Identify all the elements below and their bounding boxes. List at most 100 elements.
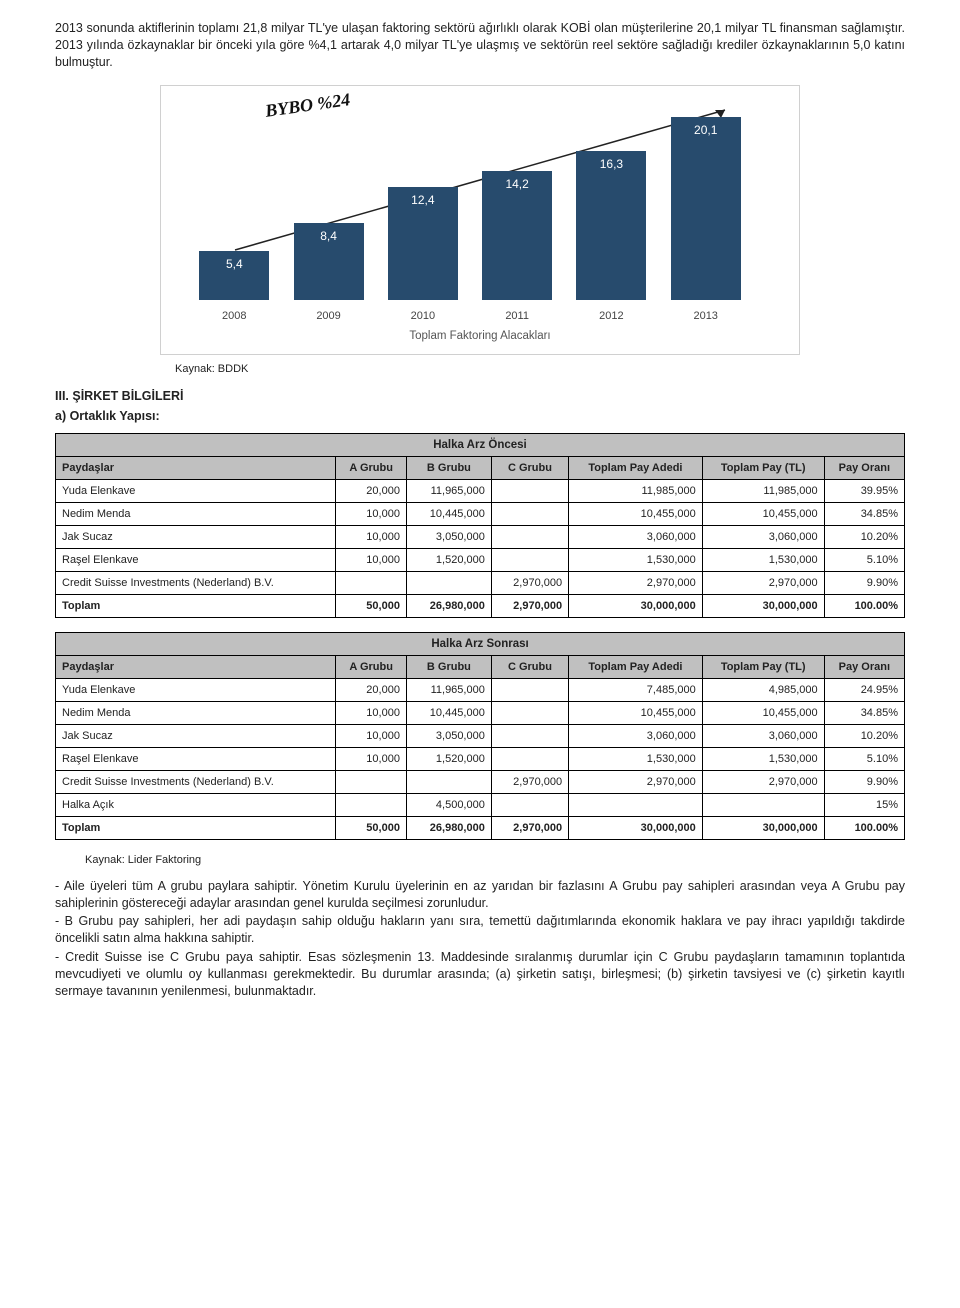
table-row: Raşel Elenkave10,0001,520,0001,530,0001,… xyxy=(56,548,905,571)
table-row: Credit Suisse Investments (Nederland) B.… xyxy=(56,770,905,793)
cell-b: 3,050,000 xyxy=(406,724,491,747)
cell-pct: 10.20% xyxy=(824,724,904,747)
cell-tl xyxy=(702,793,824,816)
cell-tl: 4,985,000 xyxy=(702,678,824,701)
cell-a xyxy=(336,793,407,816)
cell-c xyxy=(491,701,568,724)
bar-category-label: 2008 xyxy=(199,310,269,322)
cell-c xyxy=(491,724,568,747)
table-row: Halka Açık 4,500,000 15% xyxy=(56,793,905,816)
cell-c xyxy=(491,525,568,548)
cell-name: Raşel Elenkave xyxy=(56,548,336,571)
cell-pct: 5.10% xyxy=(824,747,904,770)
bar-value-label: 20,1 xyxy=(671,123,741,137)
table-row: Credit Suisse Investments (Nederland) B.… xyxy=(56,571,905,594)
cell-b: 1,520,000 xyxy=(406,548,491,571)
cell-name: Halka Açık xyxy=(56,793,336,816)
cell-adet xyxy=(569,793,703,816)
th-b-grubu: B Grubu xyxy=(406,655,491,678)
chart-caption: Toplam Faktoring Alacakları xyxy=(175,330,785,342)
cell-c: 2,970,000 xyxy=(491,770,568,793)
th-pay-orani: Pay Oranı xyxy=(824,655,904,678)
cell-c xyxy=(491,747,568,770)
cell-pct: 34.85% xyxy=(824,701,904,724)
cell-c xyxy=(491,793,568,816)
bar-value-label: 5,4 xyxy=(199,257,269,271)
cell-b: 10,445,000 xyxy=(406,502,491,525)
cell-adet: 1,530,000 xyxy=(569,747,703,770)
cell-tl: 3,060,000 xyxy=(702,724,824,747)
cell-adet: 7,485,000 xyxy=(569,678,703,701)
cell-adet: 3,060,000 xyxy=(569,724,703,747)
bar-value-label: 16,3 xyxy=(576,157,646,171)
cell-name: Credit Suisse Investments (Nederland) B.… xyxy=(56,770,336,793)
cell-pct: 9.90% xyxy=(824,770,904,793)
bar-value-label: 12,4 xyxy=(388,193,458,207)
bar-category-label: 2010 xyxy=(388,310,458,322)
cell-c xyxy=(491,479,568,502)
cell-b: 10,445,000 xyxy=(406,701,491,724)
table-row: Jak Sucaz10,0003,050,0003,060,0003,060,0… xyxy=(56,525,905,548)
bar-rect: 16,3 xyxy=(576,151,646,299)
th-b-grubu: B Grubu xyxy=(406,456,491,479)
cell-b: 4,500,000 xyxy=(406,793,491,816)
cell-name: Nedim Menda xyxy=(56,502,336,525)
cell-a: 10,000 xyxy=(336,747,407,770)
th-paydaslar: Paydaşlar xyxy=(56,456,336,479)
cell-name: Toplam xyxy=(56,816,336,839)
cell-tl: 30,000,000 xyxy=(702,816,824,839)
cell-a: 10,000 xyxy=(336,701,407,724)
cell-b xyxy=(406,571,491,594)
cell-pct: 15% xyxy=(824,793,904,816)
cell-name: Jak Sucaz xyxy=(56,525,336,548)
bar-rect: 20,1 xyxy=(671,117,741,300)
table-halka-arz-oncesi: Halka Arz Öncesi Paydaşlar A Grubu B Gru… xyxy=(55,433,905,618)
bar-category-label: 2011 xyxy=(482,310,552,322)
cell-tl: 2,970,000 xyxy=(702,571,824,594)
cell-b: 26,980,000 xyxy=(406,594,491,617)
cell-pct: 39.95% xyxy=(824,479,904,502)
bar-rect: 12,4 xyxy=(388,187,458,300)
cell-a: 10,000 xyxy=(336,502,407,525)
bar-category-label: 2012 xyxy=(576,310,646,322)
cell-tl: 3,060,000 xyxy=(702,525,824,548)
note-c-grubu: - Credit Suisse ise C Grubu paya sahipti… xyxy=(55,949,905,1000)
cell-a: 20,000 xyxy=(336,479,407,502)
cell-name: Yuda Elenkave xyxy=(56,479,336,502)
cell-a: 10,000 xyxy=(336,525,407,548)
bar-category-label: 2009 xyxy=(294,310,364,322)
cell-pct: 10.20% xyxy=(824,525,904,548)
cell-c xyxy=(491,502,568,525)
table-row: Yuda Elenkave20,00011,965,00011,985,0001… xyxy=(56,479,905,502)
th-c-grubu: C Grubu xyxy=(491,655,568,678)
chart-bars-container: 5,420088,4200912,4201014,2201116,3201220… xyxy=(175,100,785,300)
cell-pct: 34.85% xyxy=(824,502,904,525)
cell-adet: 30,000,000 xyxy=(569,594,703,617)
table-halka-arz-sonrasi: Halka Arz Sonrası Paydaşlar A Grubu B Gr… xyxy=(55,632,905,840)
cell-a: 50,000 xyxy=(336,594,407,617)
th-toplam-tl: Toplam Pay (TL) xyxy=(702,456,824,479)
cell-tl: 1,530,000 xyxy=(702,747,824,770)
table-total-row: Toplam50,00026,980,0002,970,00030,000,00… xyxy=(56,816,905,839)
cell-c: 2,970,000 xyxy=(491,816,568,839)
cell-adet: 11,985,000 xyxy=(569,479,703,502)
bar-rect: 8,4 xyxy=(294,223,364,299)
table-row: Jak Sucaz10,0003,050,0003,060,0003,060,0… xyxy=(56,724,905,747)
chart-plot-area: BYBO %24 5,420088,4200912,4201014,220111… xyxy=(175,100,785,300)
cell-b: 26,980,000 xyxy=(406,816,491,839)
note-a-grubu: - Aile üyeleri tüm A grubu paylara sahip… xyxy=(55,878,905,912)
cell-adet: 2,970,000 xyxy=(569,770,703,793)
cell-name: Yuda Elenkave xyxy=(56,678,336,701)
cell-b: 11,965,000 xyxy=(406,678,491,701)
th-toplam-adedi: Toplam Pay Adedi xyxy=(569,456,703,479)
cell-c xyxy=(491,548,568,571)
cell-name: Toplam xyxy=(56,594,336,617)
cell-b: 3,050,000 xyxy=(406,525,491,548)
section-3-title: III. ŞİRKET BİLGİLERİ xyxy=(55,389,905,403)
cell-pct: 24.95% xyxy=(824,678,904,701)
cell-pct: 100.00% xyxy=(824,816,904,839)
cell-a xyxy=(336,770,407,793)
th-c-grubu: C Grubu xyxy=(491,456,568,479)
cell-tl: 10,455,000 xyxy=(702,502,824,525)
table2-caption: Halka Arz Sonrası xyxy=(55,632,905,655)
